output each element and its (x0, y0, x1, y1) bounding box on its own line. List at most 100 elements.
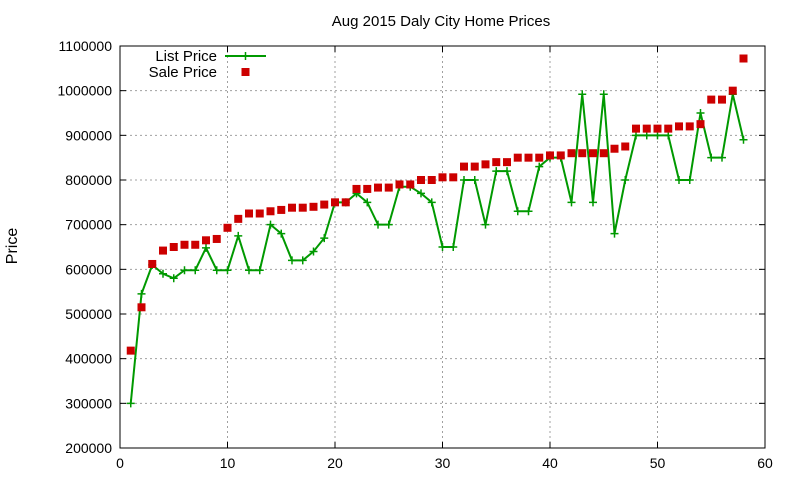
list-price-point (632, 131, 640, 140)
list-price-point (363, 198, 372, 207)
sale-price-point (320, 200, 329, 209)
x-tick-label: 60 (757, 455, 773, 471)
sale-price-point (460, 162, 468, 171)
list-price-point (417, 189, 425, 198)
list-price-point (223, 266, 232, 275)
sale-price-point (556, 151, 565, 160)
y-tick-label: 900000 (65, 127, 112, 143)
y-tick-label: 600000 (65, 261, 112, 277)
list-price-point (492, 167, 501, 176)
sale-price-point (223, 223, 232, 232)
y-tick-label: 700000 (65, 217, 112, 233)
list-price-line (129, 94, 745, 404)
list-price-point (191, 266, 200, 275)
list-price-point (202, 243, 210, 252)
list-price-point (524, 207, 533, 216)
list-price-point (374, 220, 382, 229)
sale-price-point (546, 151, 554, 160)
y-tick-label: 1000000 (57, 83, 112, 99)
sale-price-point (449, 173, 458, 182)
list-price-point (739, 135, 748, 144)
sale-price-point (137, 303, 146, 312)
list-price-point (384, 220, 393, 229)
sale-price-point (481, 160, 490, 169)
sale-price-point (277, 205, 286, 214)
series-sale-price (126, 54, 748, 355)
list-price-point (718, 153, 726, 162)
list-price-point (137, 289, 146, 298)
sale-price-point (535, 153, 544, 162)
sale-price-point (427, 176, 436, 184)
list-price-point (234, 231, 243, 240)
y-axis-label: Price (4, 228, 21, 265)
list-price-point (320, 234, 329, 243)
sale-price-point (599, 149, 608, 158)
x-tick-label: 40 (542, 455, 558, 471)
list-price-point (245, 266, 253, 275)
sale-price-point (578, 149, 587, 158)
x-tick-label: 0 (116, 455, 124, 471)
list-price-point (277, 229, 286, 238)
list-price-point (180, 266, 189, 275)
sale-price-point (159, 246, 167, 255)
sale-price-point (331, 198, 339, 207)
legend-label: Sale Price (149, 64, 217, 81)
sale-price-point (632, 124, 640, 133)
list-price-point (255, 266, 264, 275)
list-price-point (503, 167, 511, 176)
sale-price-point (438, 173, 447, 182)
y-tick-label: 500000 (65, 306, 112, 322)
list-price-point (309, 247, 318, 256)
list-price-point (664, 131, 673, 140)
sale-price-point (148, 259, 157, 268)
sale-price-point (642, 124, 651, 133)
list-price-point (159, 269, 167, 278)
list-price-point (535, 162, 544, 171)
sale-price-point (309, 202, 318, 211)
sale-price-point (696, 120, 705, 129)
list-price-point (653, 131, 662, 140)
sale-price-point (470, 162, 479, 171)
sale-price-point (255, 209, 264, 218)
axis-ticks: 0 10 20 30 40 50 60 200000 300000 400000 500000 600… (57, 38, 773, 471)
list-price-point (589, 198, 597, 207)
list-price-point (427, 198, 436, 207)
y-tick-label: 300000 (65, 395, 112, 411)
x-tick-label: 20 (327, 455, 343, 471)
list-price-point (707, 153, 716, 162)
list-price-point (126, 399, 135, 408)
sale-price-point (298, 203, 307, 212)
plot-frame (119, 45, 766, 449)
list-price-point (169, 274, 178, 283)
sale-price-point (739, 54, 748, 63)
sale-price-point (395, 180, 404, 189)
list-price-point (460, 176, 468, 184)
list-price-point (212, 266, 221, 275)
sale-price-point (191, 240, 200, 249)
sale-price-point (492, 158, 501, 167)
list-price-point (642, 131, 651, 140)
sale-price-point (503, 158, 511, 167)
list-price-point (298, 256, 307, 265)
sale-price-point (610, 144, 619, 153)
sale-price-point (406, 180, 415, 189)
sale-price-point (384, 183, 393, 192)
sale-price-point (664, 124, 673, 133)
chart-title: Aug 2015 Daly City Home Prices (332, 13, 550, 30)
legend-swatch-marker (241, 68, 250, 76)
sale-price-point (352, 184, 361, 193)
sale-price-point (234, 214, 243, 223)
y-tick-label: 200000 (65, 440, 112, 456)
list-price-point (481, 220, 490, 229)
legend-label: List Price (155, 48, 217, 65)
y-tick-label: 800000 (65, 172, 112, 188)
list-price-point (470, 176, 479, 184)
list-price-point (266, 220, 275, 229)
list-price-point (696, 109, 705, 117)
sale-price-point (363, 184, 372, 193)
list-price-point (610, 229, 619, 238)
sale-price-point (685, 122, 694, 131)
sale-price-point (202, 236, 210, 245)
